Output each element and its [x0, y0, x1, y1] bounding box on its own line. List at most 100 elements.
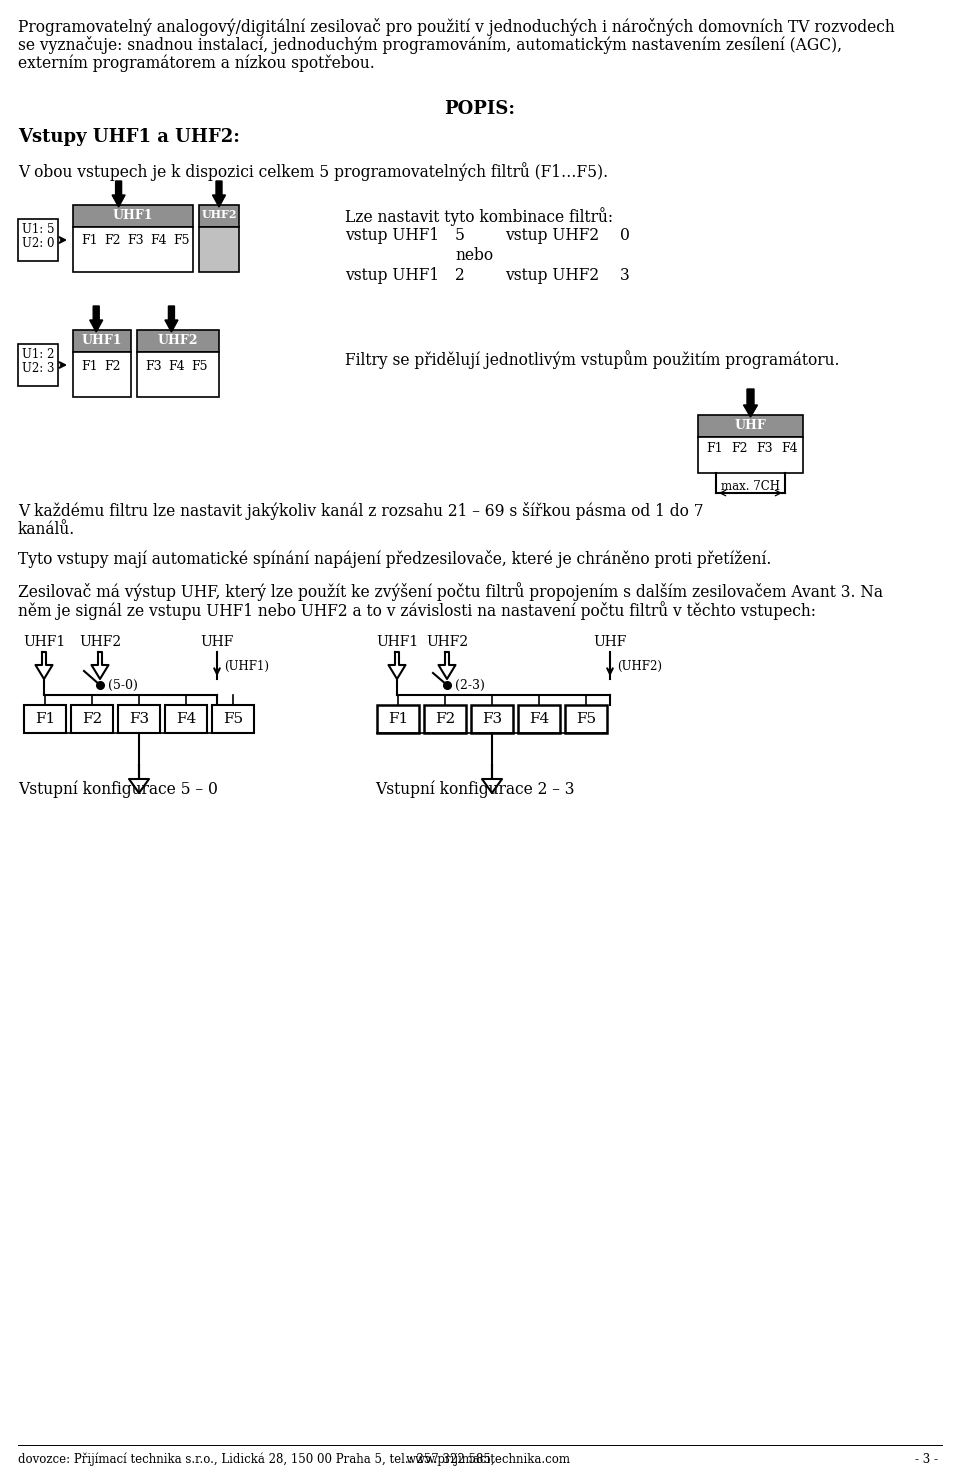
Text: UHF2: UHF2 [157, 334, 199, 347]
Text: vstup UHF2: vstup UHF2 [505, 228, 599, 244]
Text: Zesilovač má výstup UHF, který lze použít ke zvýšení počtu filtrů propojením s d: Zesilovač má výstup UHF, který lze použí… [18, 582, 883, 602]
Text: F4: F4 [529, 712, 549, 726]
Bar [199, 228, 239, 272]
Text: www.prijimacitechnika.com: www.prijimacitechnika.com [406, 1453, 571, 1466]
Text: (2-3): (2-3) [455, 678, 485, 692]
Text: UHF2: UHF2 [202, 208, 237, 220]
Polygon shape [165, 306, 178, 333]
Text: U1: 5: U1: 5 [22, 223, 55, 236]
Polygon shape [89, 306, 103, 333]
Text: F3: F3 [129, 712, 149, 726]
Text: F4: F4 [781, 442, 798, 455]
Bar [18, 219, 58, 262]
Text: F2: F2 [105, 235, 121, 247]
Text: POPIS:: POPIS: [444, 101, 516, 118]
Text: UHF: UHF [593, 636, 627, 649]
Text: Lze nastavit tyto kombinace filtrů:: Lze nastavit tyto kombinace filtrů: [345, 207, 613, 226]
Bar [18, 344, 58, 386]
Bar [137, 352, 219, 398]
Text: něm je signál ze vstupu UHF1 nebo UHF2 a to v závislosti na nastavení počtu filt: něm je signál ze vstupu UHF1 nebo UHF2 a… [18, 602, 816, 619]
Text: F5: F5 [223, 712, 243, 726]
Text: se vyznačuje: snadnou instalací, jednoduchým programováním, automatickým nastave: se vyznačuje: snadnou instalací, jednodu… [18, 35, 842, 55]
Polygon shape [36, 652, 53, 678]
Bar [212, 705, 254, 733]
Text: UHF1: UHF1 [376, 636, 419, 649]
Text: F1: F1 [35, 712, 55, 726]
Bar [73, 330, 131, 352]
Text: F2: F2 [732, 442, 748, 455]
Text: (UHF2): (UHF2) [617, 659, 662, 672]
Text: U1: 2: U1: 2 [22, 347, 54, 361]
Text: 2: 2 [455, 268, 465, 284]
Text: Filtry se přidělují jednotlivým vstupům použitím programátoru.: Filtry se přidělují jednotlivým vstupům … [345, 350, 839, 370]
Text: UHF: UHF [201, 636, 233, 649]
Bar [199, 205, 239, 228]
Text: V každému filtru lze nastavit jakýkoliv kanál z rozsahu 21 – 69 s šířkou pásma o: V každému filtru lze nastavit jakýkoliv … [18, 503, 704, 520]
Text: Vstupní konfigurace 5 – 0: Vstupní konfigurace 5 – 0 [18, 780, 218, 798]
Text: F3: F3 [127, 235, 144, 247]
Text: dovozce: Přijímací technika s.r.o., Lidická 28, 150 00 Praha 5, tel.: 257 322 58: dovozce: Přijímací technika s.r.o., Lidi… [18, 1453, 498, 1466]
Bar [24, 705, 66, 733]
Text: Vstupní konfigurace 2 – 3: Vstupní konfigurace 2 – 3 [375, 780, 574, 798]
Text: nebo: nebo [455, 247, 493, 265]
Text: (UHF1): (UHF1) [224, 659, 269, 672]
Polygon shape [112, 180, 125, 207]
Text: F1: F1 [82, 235, 98, 247]
Text: externím programátorem a nízkou spotřebou.: externím programátorem a nízkou spotřebo… [18, 55, 374, 71]
Bar [73, 205, 193, 228]
Bar [424, 705, 466, 733]
Text: UHF1: UHF1 [82, 334, 122, 347]
Text: F2: F2 [105, 359, 121, 372]
Text: F1: F1 [707, 442, 723, 455]
Text: 0: 0 [620, 228, 630, 244]
Text: U2: 0: U2: 0 [22, 236, 55, 250]
Text: vstup UHF2: vstup UHF2 [505, 268, 599, 284]
Polygon shape [212, 180, 226, 207]
Bar [165, 705, 207, 733]
Bar [518, 705, 560, 733]
Polygon shape [743, 389, 757, 417]
Text: UHF2: UHF2 [426, 636, 468, 649]
Bar [471, 705, 513, 733]
Text: UHF: UHF [734, 418, 766, 432]
Bar [137, 330, 219, 352]
Text: 3: 3 [620, 268, 630, 284]
Text: F5: F5 [191, 359, 207, 372]
Text: F3: F3 [482, 712, 502, 726]
Text: - 3 -: - 3 - [915, 1453, 938, 1466]
Text: (5-0): (5-0) [108, 678, 138, 692]
Bar [698, 415, 803, 437]
Text: F5: F5 [576, 712, 596, 726]
Bar [565, 705, 607, 733]
Text: 5: 5 [455, 228, 465, 244]
Text: kanálů.: kanálů. [18, 522, 75, 538]
Bar [377, 705, 419, 733]
Text: F4: F4 [150, 235, 167, 247]
Text: F4: F4 [176, 712, 196, 726]
Bar [73, 352, 131, 398]
Polygon shape [129, 766, 149, 794]
Bar [71, 705, 113, 733]
Text: vstup UHF1: vstup UHF1 [345, 268, 439, 284]
Text: Tyto vstupy mají automatické spínání napájení předzesilovače, které je chráněno : Tyto vstupy mají automatické spínání nap… [18, 550, 772, 568]
Text: vstup UHF1: vstup UHF1 [345, 228, 439, 244]
Polygon shape [482, 766, 502, 794]
Text: max. 7CH: max. 7CH [721, 479, 780, 492]
Polygon shape [439, 652, 455, 678]
Text: F3: F3 [756, 442, 773, 455]
Text: U2: 3: U2: 3 [22, 362, 55, 375]
Bar [73, 228, 193, 272]
Text: UHF1: UHF1 [112, 208, 154, 222]
Polygon shape [389, 652, 405, 678]
Text: F5: F5 [173, 235, 190, 247]
Text: F3: F3 [145, 359, 162, 372]
Text: F4: F4 [168, 359, 185, 372]
Text: V obou vstupech je k dispozici celkem 5 programovatelných filtrů (F1…F5).: V obou vstupech je k dispozici celkem 5 … [18, 163, 608, 180]
Bar [118, 705, 160, 733]
Text: Vstupy UHF1 a UHF2:: Vstupy UHF1 a UHF2: [18, 129, 240, 146]
Bar [698, 437, 803, 473]
Text: F1: F1 [388, 712, 408, 726]
Text: F2: F2 [82, 712, 102, 726]
Text: F1: F1 [82, 359, 98, 372]
Text: F2: F2 [435, 712, 455, 726]
